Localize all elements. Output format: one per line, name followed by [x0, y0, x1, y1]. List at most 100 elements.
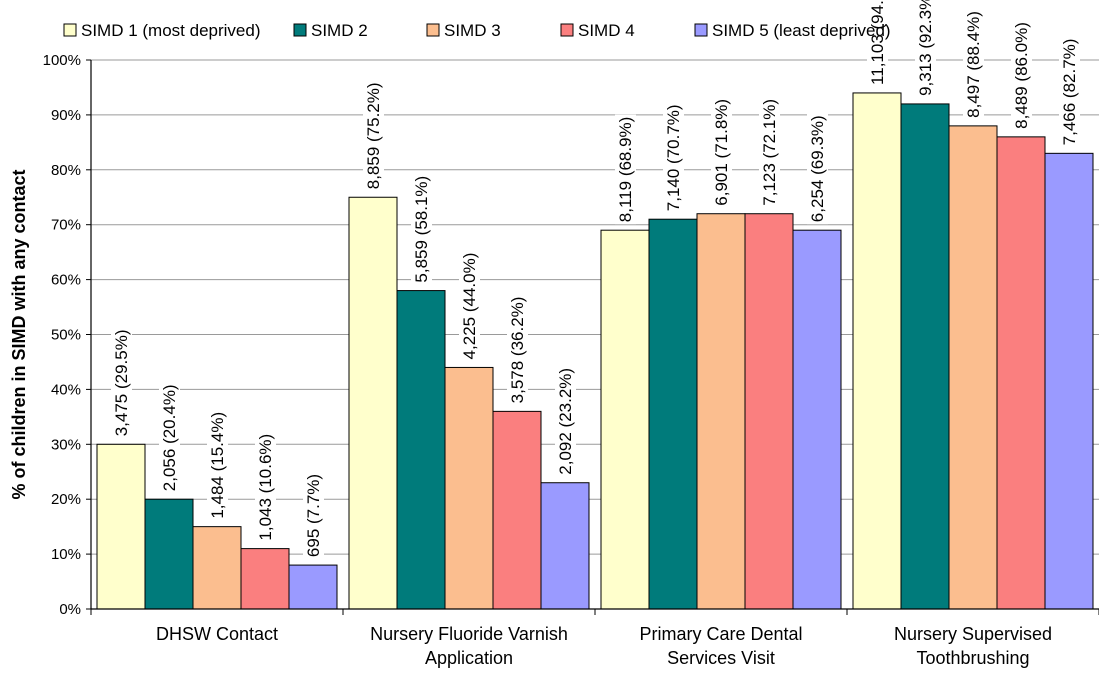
data-label: 7,466 (82.7%) [1060, 39, 1079, 146]
data-label-bg [207, 409, 228, 521]
data-label-group: 2,056 (20.4%) [159, 382, 180, 494]
data-label-bg [507, 294, 528, 406]
data-label-bg [159, 382, 180, 494]
y-tick-label: 20% [51, 491, 81, 508]
category-label: DHSW Contact [156, 624, 278, 644]
data-label: 8,859 (75.2%) [364, 82, 383, 189]
data-label-group: 3,475 (29.5%) [111, 327, 132, 439]
data-label-group: 1,484 (15.4%) [207, 409, 228, 521]
legend-label: SIMD 4 [578, 21, 635, 40]
y-tick-label: 0% [59, 601, 81, 618]
bar [996, 136, 1046, 610]
data-label-group: 5,859 (58.1%) [411, 173, 432, 285]
bar [948, 125, 998, 610]
data-label-group: 3,578 (36.2%) [507, 294, 528, 406]
y-axis-title: % of children in SIMD with any contact [9, 169, 29, 499]
legend-label: SIMD 2 [311, 21, 368, 40]
data-label-group: 7,140 (70.7%) [663, 102, 684, 214]
data-label: 9,313 (92.3%) [916, 0, 935, 96]
y-tick-label: 30% [51, 436, 81, 453]
data-label-group: 7,123 (72.1%) [759, 96, 780, 208]
data-label-bg [555, 365, 576, 477]
bar [96, 443, 146, 610]
bar [792, 229, 842, 610]
data-label-bg [963, 9, 984, 120]
data-label-group: 2,092 (23.2%) [555, 365, 576, 477]
legend-swatch [560, 23, 574, 37]
data-label: 3,475 (29.5%) [112, 330, 131, 437]
bar [240, 548, 290, 610]
data-label-bg [459, 250, 480, 362]
bar [648, 218, 698, 610]
bar [492, 410, 542, 610]
data-label: 3,578 (36.2%) [508, 297, 527, 404]
legend: SIMD 1 (most deprived) SIMD 2 SIMD 3 SIMD 4… [63, 21, 891, 40]
legend-swatch [293, 23, 307, 37]
data-label: 8,489 (86.0%) [1012, 22, 1031, 129]
bar [852, 92, 902, 610]
bar [288, 564, 338, 610]
bar [696, 213, 746, 610]
bar [900, 103, 950, 610]
bar [1044, 152, 1094, 610]
bar [144, 498, 194, 610]
bar [600, 229, 650, 610]
bar [192, 526, 242, 610]
data-label: 2,092 (23.2%) [556, 368, 575, 475]
data-label: 1,043 (10.6%) [256, 434, 275, 541]
bar [348, 196, 398, 610]
category-label: Primary Care Dental [639, 624, 802, 644]
data-label: 6,254 (69.3%) [808, 115, 827, 222]
data-label-bg [915, 0, 936, 98]
data-label-group: 6,254 (69.3%) [807, 113, 828, 225]
data-label-group: 8,859 (75.2%) [363, 80, 384, 192]
y-tick-label: 90% [51, 107, 81, 124]
data-label-bg [615, 114, 636, 225]
data-label-bg [111, 327, 132, 439]
data-label-bg [363, 80, 384, 192]
category-label: Application [425, 648, 513, 668]
data-label-bg [1011, 20, 1032, 131]
data-label: 8,119 (68.9%) [616, 117, 635, 223]
data-label: 7,140 (70.7%) [664, 104, 683, 211]
legend-swatch [426, 23, 440, 37]
data-label-group: 1,043 (10.6%) [255, 431, 276, 543]
y-tick-label: 100% [43, 52, 81, 69]
bar [540, 482, 590, 610]
bar [396, 290, 446, 610]
legend-swatch [63, 23, 77, 37]
legend-label: SIMD 1 (most deprived) [81, 21, 261, 40]
legend-label: SIMD 3 [444, 21, 501, 40]
category-label: Services Visit [667, 648, 775, 668]
data-label-bg [1059, 36, 1080, 148]
data-label: 5,859 (58.1%) [412, 176, 431, 283]
data-label: 8,497 (88.4%) [964, 11, 983, 118]
data-label: 6,901 (71.8%) [712, 99, 731, 206]
data-label-bg [759, 96, 780, 208]
data-label-group: 8,497 (88.4%) [963, 9, 984, 120]
data-label: 695 (7.7%) [304, 474, 323, 557]
y-tick-label: 40% [51, 381, 81, 398]
data-label-group: 11,103 (94.3%) [867, 0, 888, 87]
data-label: 11,103 (94.3%) [868, 0, 887, 85]
data-label-bg [663, 102, 684, 214]
category-label: Toothbrushing [916, 648, 1029, 668]
y-tick-label: 70% [51, 217, 81, 234]
legend-label: SIMD 5 (least deprived) [712, 21, 891, 40]
y-tick-label: 10% [51, 546, 81, 563]
data-label-group: 4,225 (44.0%) [459, 250, 480, 362]
data-label-bg [807, 113, 828, 225]
data-label-bg [303, 471, 324, 560]
data-label-group: 7,466 (82.7%) [1059, 36, 1080, 148]
data-label-bg [711, 96, 732, 208]
data-label-group: 695 (7.7%) [303, 471, 324, 560]
data-label-group: 6,901 (71.8%) [711, 96, 732, 208]
y-tick-label: 50% [51, 327, 81, 344]
legend-swatch [694, 23, 708, 37]
data-label-bg [867, 0, 888, 87]
data-label-group: 8,119 (68.9%) [615, 114, 636, 225]
data-label-group: 8,489 (86.0%) [1011, 20, 1032, 131]
bar [444, 366, 494, 610]
